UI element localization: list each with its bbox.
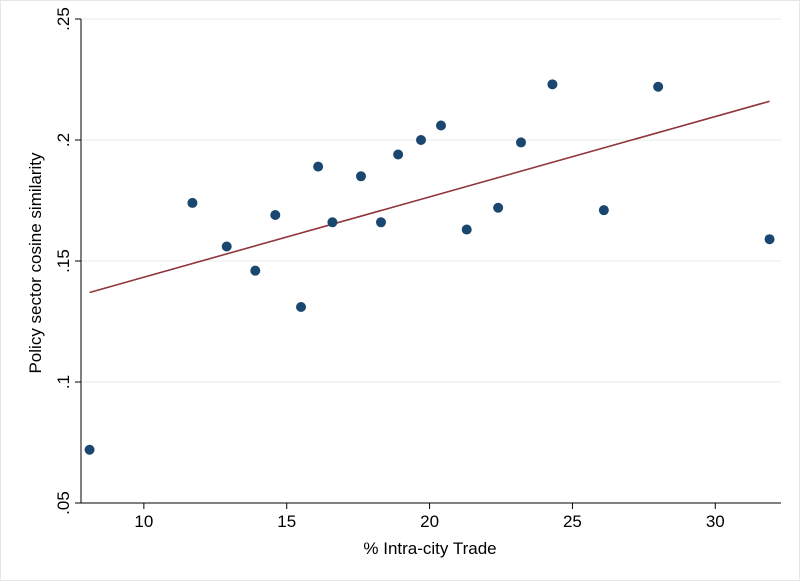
data-point xyxy=(221,241,232,252)
data-point xyxy=(393,149,404,160)
data-point xyxy=(376,217,386,228)
data-point xyxy=(250,265,261,276)
data-point xyxy=(313,161,324,172)
x-tick-label: 10 xyxy=(134,512,153,531)
data-points xyxy=(84,79,775,455)
data-point xyxy=(598,205,609,216)
data-point xyxy=(416,135,426,145)
data-point xyxy=(493,202,504,213)
data-point xyxy=(296,301,306,312)
y-tick-label: .15 xyxy=(54,249,73,273)
data-point xyxy=(547,79,558,90)
data-point xyxy=(270,210,281,221)
x-tick-label: 30 xyxy=(706,512,725,531)
data-point xyxy=(516,137,526,148)
x-tick-label: 25 xyxy=(563,512,582,531)
y-axis-label: Policy sector cosine similarity xyxy=(26,152,45,374)
y-tick-label: .25 xyxy=(54,7,73,31)
data-point xyxy=(356,171,366,182)
fit-line xyxy=(89,100,770,294)
y-tick-label: .1 xyxy=(54,375,73,389)
data-point xyxy=(653,81,664,92)
gridlines xyxy=(81,18,781,504)
x-axis-label: % Intra-city Trade xyxy=(363,539,496,558)
x-tick-label: 20 xyxy=(420,512,439,531)
data-point xyxy=(327,217,338,228)
data-point xyxy=(461,224,472,235)
y-tick-label: .05 xyxy=(54,491,73,515)
fit-line-layer xyxy=(89,100,770,294)
x-tick-label: 15 xyxy=(277,512,296,531)
data-point xyxy=(764,234,775,245)
data-point xyxy=(436,120,446,131)
y-ticks: .05 .1 .15 .2 .25 xyxy=(54,7,81,515)
y-tick-label: .2 xyxy=(54,133,73,147)
data-point xyxy=(84,444,95,455)
data-point xyxy=(187,197,198,208)
x-ticks: 10 15 20 25 30 xyxy=(134,503,725,531)
